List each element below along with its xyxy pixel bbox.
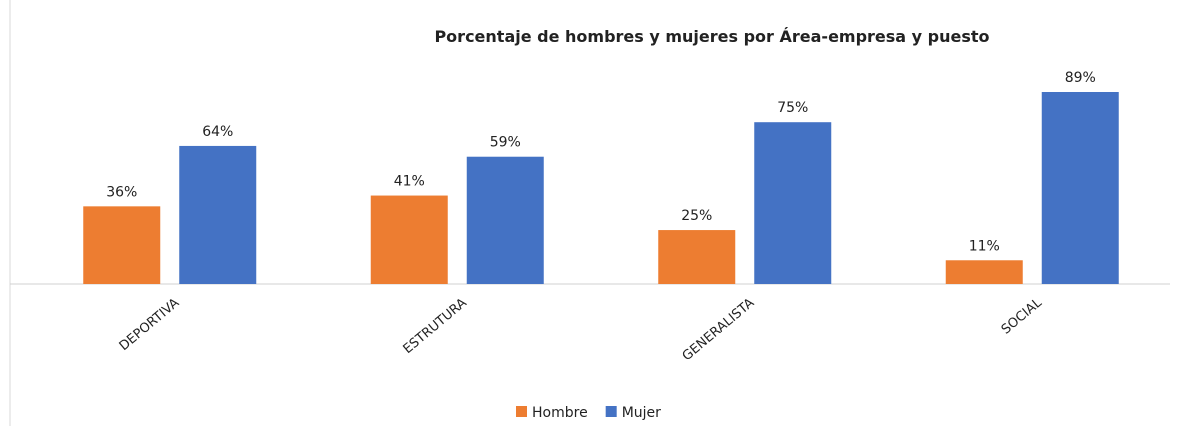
x-tick-label: SOCIAL bbox=[999, 295, 1046, 338]
legend-swatch bbox=[605, 406, 617, 417]
x-tick-label: GENERALISTA bbox=[680, 296, 758, 365]
data-label: 25% bbox=[681, 208, 712, 224]
data-label: 64% bbox=[202, 124, 233, 140]
bar bbox=[945, 260, 1023, 284]
x-tick-label: ESTRUTURA bbox=[401, 296, 470, 358]
bar bbox=[658, 230, 736, 284]
bar bbox=[179, 145, 257, 284]
bar bbox=[754, 122, 832, 285]
bar bbox=[1041, 92, 1119, 284]
data-label: 11% bbox=[969, 238, 1000, 254]
legend-label: Mujer bbox=[622, 405, 661, 421]
bar bbox=[83, 206, 161, 284]
data-label: 75% bbox=[777, 100, 808, 116]
bar bbox=[370, 195, 448, 284]
bar bbox=[466, 156, 544, 284]
data-label: 41% bbox=[394, 174, 425, 190]
legend-swatch bbox=[516, 406, 527, 417]
chart-title: Porcentaje de hombres y mujeres por Área… bbox=[434, 27, 989, 46]
data-label: 36% bbox=[106, 184, 137, 200]
data-label: 89% bbox=[1065, 70, 1096, 86]
data-label: 59% bbox=[490, 135, 521, 151]
x-tick-label: DEPORTIVA bbox=[117, 296, 183, 355]
legend-label: Hombre bbox=[532, 405, 588, 421]
